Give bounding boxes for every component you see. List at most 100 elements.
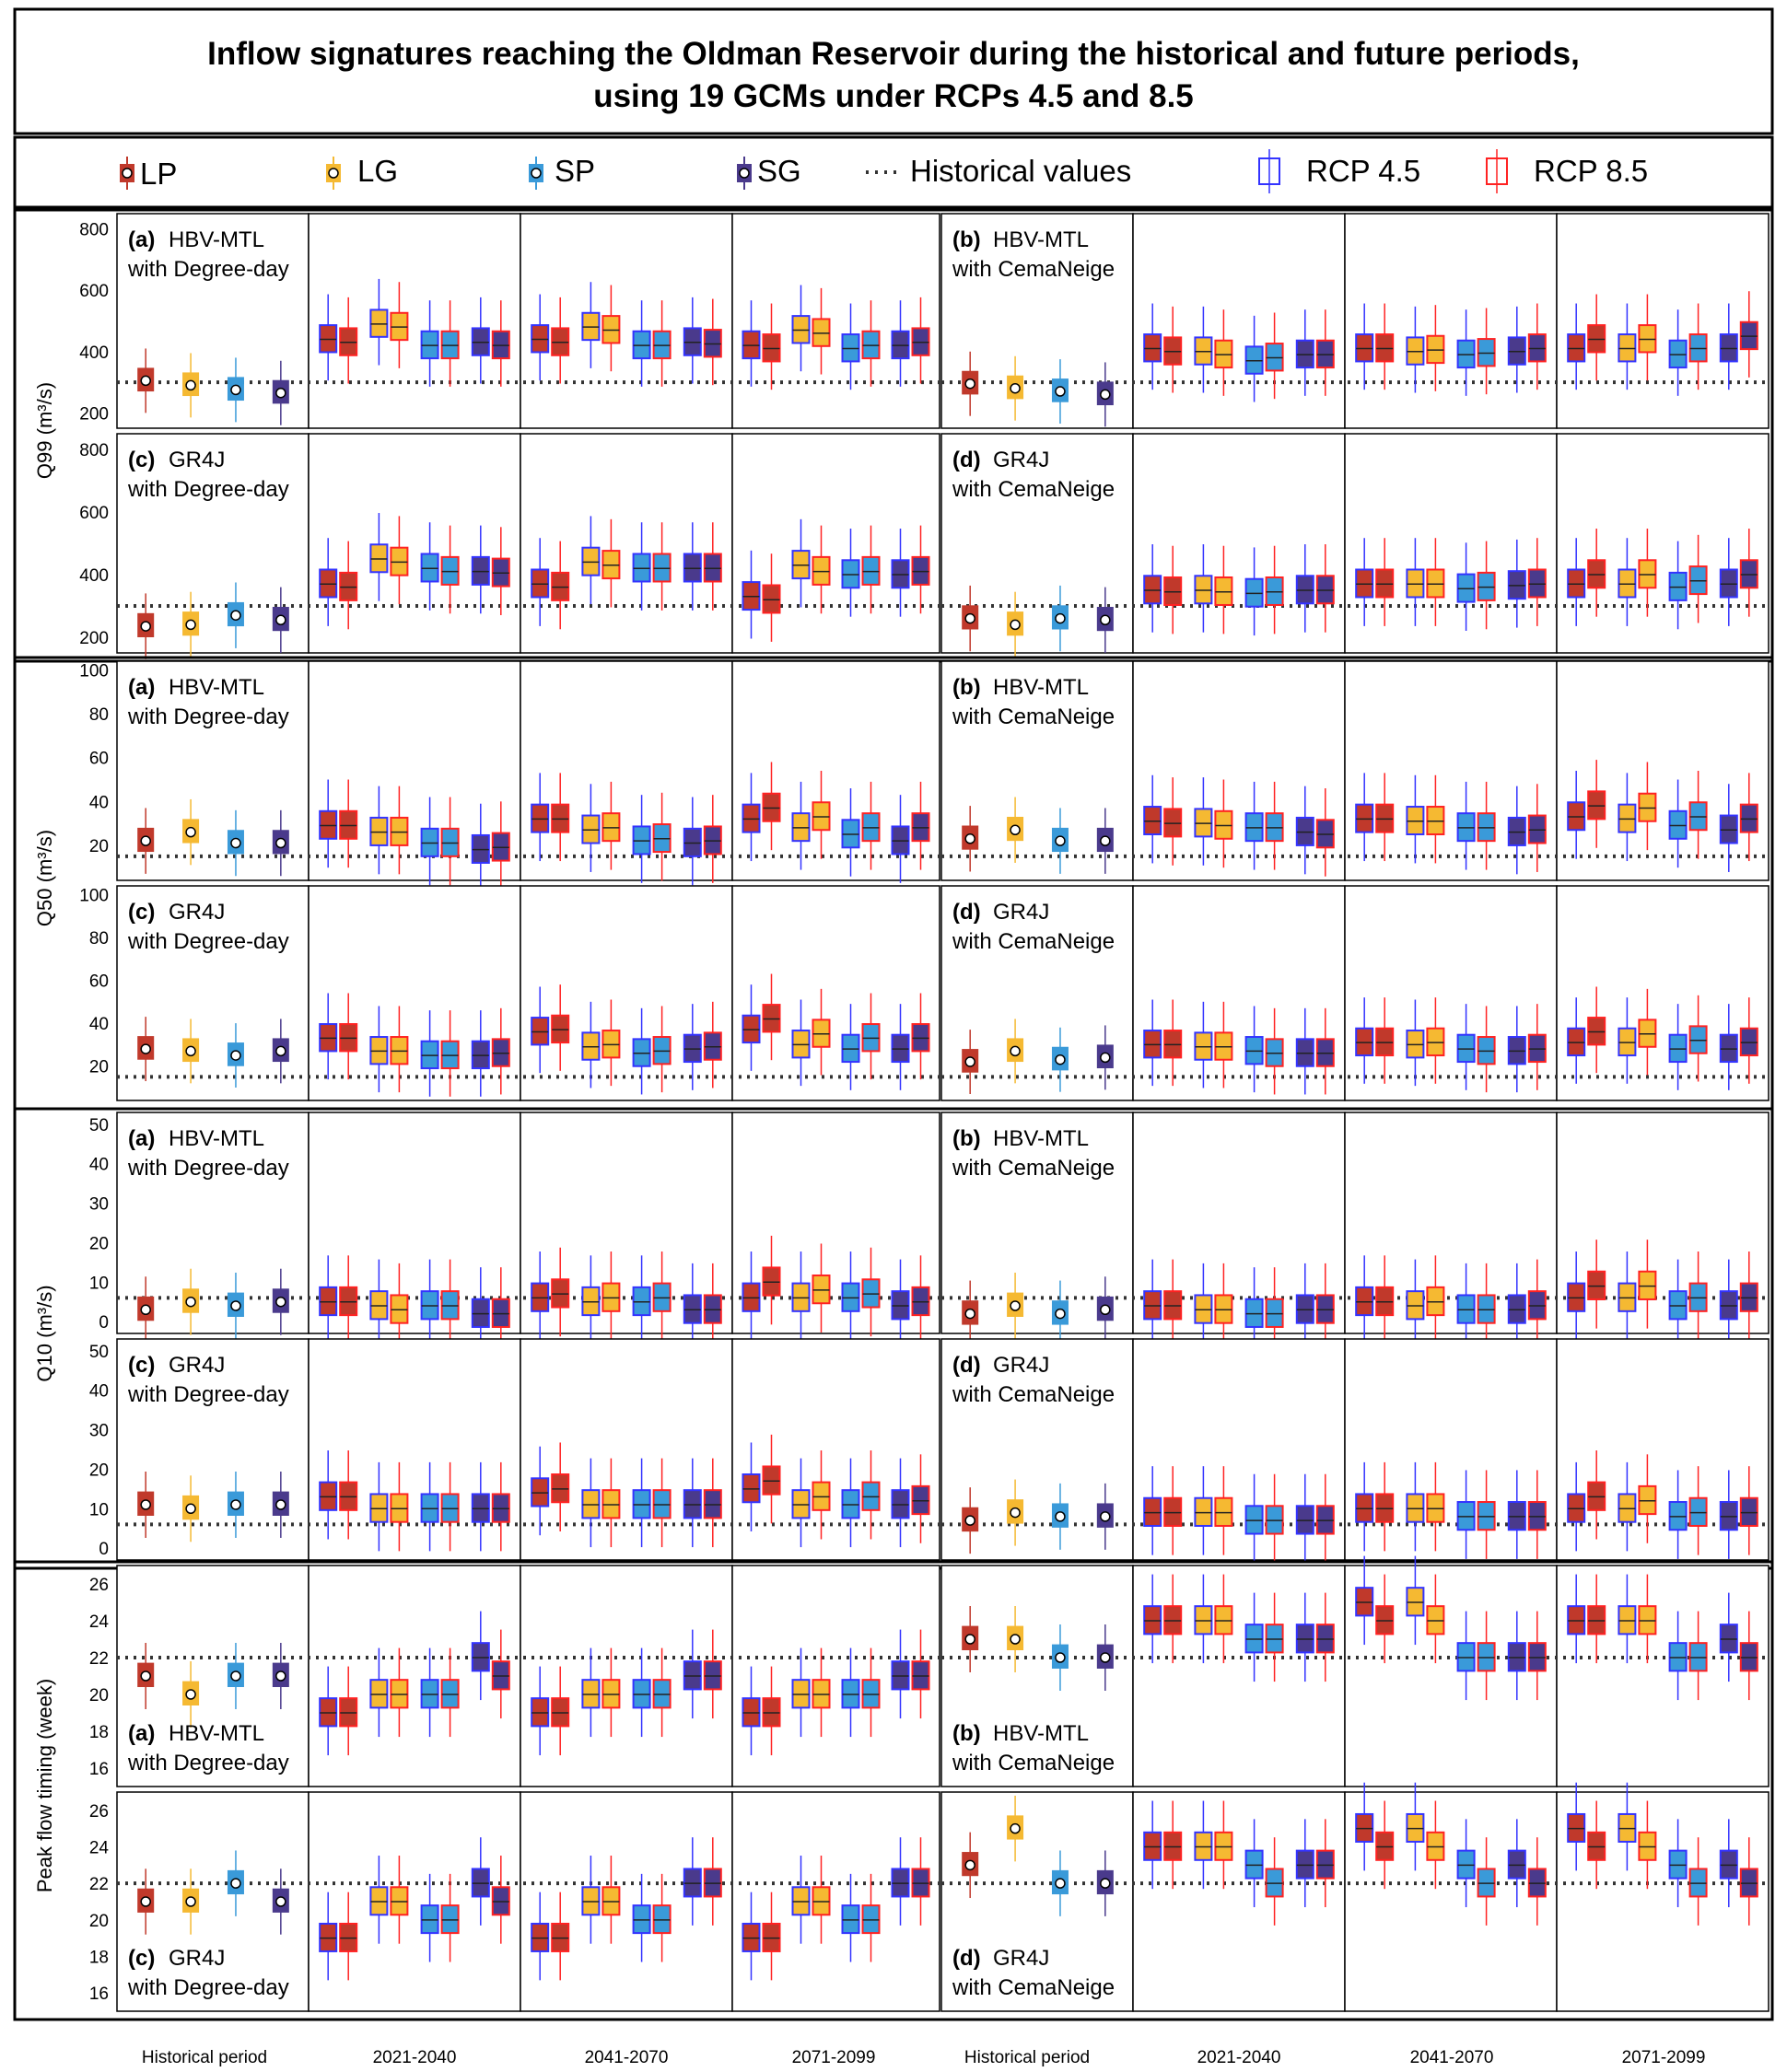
historical-median-lp: [964, 1515, 975, 1526]
y-tick-label: 0: [99, 1313, 109, 1333]
subpanel-frame: [1132, 433, 1346, 654]
legend-label-sp: SP: [555, 154, 595, 188]
subpanel-frame: [520, 213, 733, 429]
subpanel-frame: [1556, 660, 1769, 881]
subpanel-frame: [1556, 433, 1769, 654]
historical-median-sp: [230, 1050, 241, 1061]
historical-median-sp: [230, 1300, 241, 1311]
legend-label-historical: Historical values: [910, 154, 1131, 188]
panel-letter-d_cema: (d): [952, 448, 981, 472]
panel-model-a_degree: HBV-MTL: [169, 675, 264, 700]
period-label-2071-2099-right: 2071-2099: [1622, 2048, 1706, 2067]
historical-median-lp: [964, 1308, 975, 1320]
panel-model-d_cema: GR4J: [993, 448, 1049, 472]
historical-median-lg: [1010, 1045, 1021, 1057]
panel-model-b_cema: HBV-MTL: [993, 1126, 1089, 1151]
historical-median-sp: [1055, 1878, 1066, 1889]
y-tick-label: 10: [89, 1274, 109, 1293]
subpanel-frame: [940, 1565, 1134, 1787]
y-tick-label: 20: [89, 1058, 109, 1077]
subpanel-frame: [731, 885, 940, 1101]
y-axis-label-3: Q10 (m³/s): [33, 1285, 56, 1381]
historical-median-lp: [140, 1896, 151, 1907]
panel-letter-a_degree: (a): [128, 1126, 155, 1151]
historical-median-lp: [964, 1859, 975, 1871]
subpanel-frame: [1344, 1565, 1558, 1787]
panel-letter-b_cema: (b): [952, 1126, 981, 1151]
panel-snow-a_degree: with Degree-day: [127, 257, 289, 282]
historical-median-lp: [964, 1634, 975, 1645]
historical-median-sp: [1055, 1511, 1066, 1522]
y-tick-label: 30: [89, 1195, 109, 1215]
historical-median-sg: [1100, 614, 1111, 626]
legend-label-lg: LG: [357, 154, 398, 188]
y-tick-label: 400: [79, 566, 109, 586]
y-tick-label: 20: [89, 1912, 109, 1931]
historical-median-sp: [230, 1670, 241, 1682]
y-tick-label: 40: [89, 793, 109, 812]
panel-letter-c_degree: (c): [128, 448, 155, 472]
panel-snow-d_cema: with CemaNeige: [952, 929, 1115, 954]
subpanel-frame: [1132, 1565, 1346, 1787]
subpanel-frame: [731, 1338, 940, 1561]
panel-model-b_cema: HBV-MTL: [993, 227, 1089, 252]
subpanel-frame: [116, 885, 310, 1101]
y-tick-label: 20: [89, 837, 109, 856]
panel-letter-d_cema: (d): [952, 1946, 981, 1971]
historical-median-lp: [140, 375, 151, 387]
historical-median-lg: [1010, 1822, 1021, 1834]
panel-snow-a_degree: with Degree-day: [127, 1751, 289, 1775]
panel-letter-b_cema: (b): [952, 1721, 981, 1746]
historical-median-sg: [1100, 1304, 1111, 1316]
subpanel-frame: [1556, 1791, 1769, 2012]
panel-snow-d_cema: with CemaNeige: [952, 1382, 1115, 1407]
panel-letter-d_cema: (d): [952, 900, 981, 925]
y-tick-label: 40: [89, 1015, 109, 1034]
historical-median-sp: [230, 610, 241, 621]
subpanel-frame: [308, 213, 521, 429]
historical-median-lg: [1010, 824, 1021, 836]
historical-median-lg: [185, 1689, 196, 1700]
subpanel-frame: [520, 885, 733, 1101]
panel-model-b_cema: HBV-MTL: [993, 675, 1089, 700]
y-tick-label: 200: [79, 629, 109, 648]
y-tick-label: 22: [89, 1875, 109, 1894]
panel-model-b_cema: HBV-MTL: [993, 1721, 1089, 1746]
historical-median-sg: [275, 614, 286, 626]
panel-snow-d_cema: with CemaNeige: [952, 477, 1115, 502]
panel-model-d_cema: GR4J: [993, 1353, 1049, 1378]
y-tick-label: 60: [89, 972, 109, 992]
historical-median-lp: [964, 1056, 975, 1067]
historical-median-sg: [275, 1670, 286, 1682]
period-label-2041-2070-left: 2041-2070: [585, 2048, 669, 2067]
subpanel-frame: [1132, 1791, 1346, 2012]
subpanel-frame: [308, 433, 521, 654]
subpanel-frame: [731, 1791, 940, 2012]
historical-median-sp: [230, 384, 241, 396]
subpanel-frame: [1132, 213, 1346, 429]
panel-model-c_degree: GR4J: [169, 1353, 225, 1378]
title-line-1: Inflow signatures reaching the Oldman Re…: [207, 36, 1580, 72]
y-tick-label: 26: [89, 1802, 109, 1822]
historical-median-sg: [275, 1499, 286, 1510]
historical-median-lg: [185, 1045, 196, 1057]
y-tick-label: 400: [79, 343, 109, 363]
y-tick-label: 24: [89, 1839, 110, 1858]
subpanel-frame: [308, 1791, 521, 2012]
historical-median-lp: [964, 833, 975, 844]
legend: LP LG SP SG Historical values RCP 4.5 RC…: [120, 149, 1648, 193]
historical-median-sg: [1100, 1052, 1111, 1064]
y-tick-label: 40: [89, 1156, 109, 1175]
historical-median-lp: [964, 612, 975, 624]
historical-median-lp: [140, 621, 151, 632]
historical-median-lg: [1010, 1507, 1021, 1519]
y-tick-label: 50: [89, 1116, 109, 1135]
panel-letter-a_degree: (a): [128, 227, 155, 252]
y-tick-label: 16: [89, 1985, 109, 2004]
historical-median-sg: [275, 1896, 286, 1907]
y-tick-label: 0: [99, 1540, 109, 1559]
panel-letter-d_cema: (d): [952, 1353, 981, 1378]
legend-label-rcp85: RCP 8.5: [1534, 154, 1648, 188]
panel-snow-a_degree: with Degree-day: [127, 1156, 289, 1181]
period-label-2021-2040-right: 2021-2040: [1197, 2048, 1281, 2067]
